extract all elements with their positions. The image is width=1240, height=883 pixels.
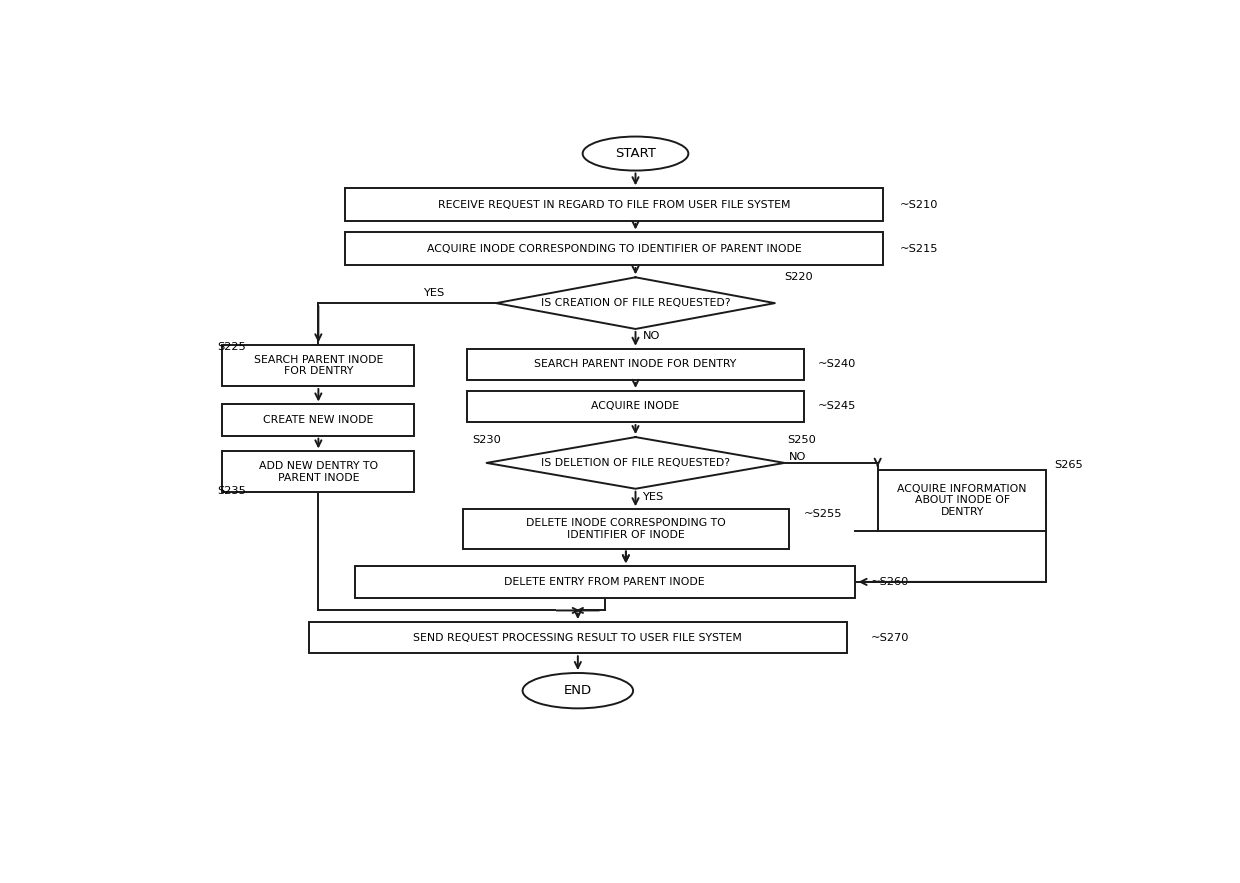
Text: IS DELETION OF FILE REQUESTED?: IS DELETION OF FILE REQUESTED? bbox=[541, 458, 730, 468]
Text: ADD NEW DENTRY TO
PARENT INODE: ADD NEW DENTRY TO PARENT INODE bbox=[259, 461, 378, 482]
FancyBboxPatch shape bbox=[309, 622, 847, 653]
Text: DELETE ENTRY FROM PARENT INODE: DELETE ENTRY FROM PARENT INODE bbox=[505, 577, 706, 587]
Text: S235: S235 bbox=[217, 486, 247, 495]
FancyBboxPatch shape bbox=[345, 232, 883, 265]
Text: S220: S220 bbox=[785, 272, 813, 283]
Polygon shape bbox=[486, 437, 785, 489]
Text: SEARCH PARENT INODE
FOR DENTRY: SEARCH PARENT INODE FOR DENTRY bbox=[254, 355, 383, 376]
FancyBboxPatch shape bbox=[463, 509, 789, 548]
FancyBboxPatch shape bbox=[222, 345, 414, 386]
Text: ACQUIRE INODE: ACQUIRE INODE bbox=[591, 402, 680, 411]
Text: START: START bbox=[615, 147, 656, 160]
Text: ~S255: ~S255 bbox=[804, 509, 842, 519]
Text: ~S210: ~S210 bbox=[900, 200, 939, 209]
Text: YES: YES bbox=[423, 288, 444, 298]
Text: ~S240: ~S240 bbox=[818, 359, 857, 369]
Text: SEND REQUEST PROCESSING RESULT TO USER FILE SYSTEM: SEND REQUEST PROCESSING RESULT TO USER F… bbox=[413, 632, 743, 643]
Text: S265: S265 bbox=[1054, 460, 1084, 470]
Polygon shape bbox=[496, 277, 775, 329]
Text: DELETE INODE CORRESPONDING TO
IDENTIFIER OF INODE: DELETE INODE CORRESPONDING TO IDENTIFIER… bbox=[526, 518, 725, 540]
FancyBboxPatch shape bbox=[878, 470, 1047, 531]
Text: NO: NO bbox=[789, 452, 807, 463]
Text: S250: S250 bbox=[787, 435, 816, 446]
Ellipse shape bbox=[522, 673, 634, 708]
FancyBboxPatch shape bbox=[467, 391, 804, 422]
Ellipse shape bbox=[583, 137, 688, 170]
Text: RECEIVE REQUEST IN REGARD TO FILE FROM USER FILE SYSTEM: RECEIVE REQUEST IN REGARD TO FILE FROM U… bbox=[438, 200, 791, 209]
Text: S225: S225 bbox=[217, 343, 247, 352]
Text: ~S260: ~S260 bbox=[870, 577, 909, 587]
Text: END: END bbox=[564, 684, 591, 698]
Text: YES: YES bbox=[642, 492, 663, 502]
Text: SEARCH PARENT INODE FOR DENTRY: SEARCH PARENT INODE FOR DENTRY bbox=[534, 359, 737, 369]
Text: ~S245: ~S245 bbox=[818, 402, 857, 411]
Text: CREATE NEW INODE: CREATE NEW INODE bbox=[263, 415, 373, 425]
FancyBboxPatch shape bbox=[355, 566, 854, 598]
FancyBboxPatch shape bbox=[467, 349, 804, 380]
FancyBboxPatch shape bbox=[222, 404, 414, 435]
Text: S230: S230 bbox=[472, 435, 501, 446]
Text: ~S270: ~S270 bbox=[870, 632, 909, 643]
Text: NO: NO bbox=[644, 331, 661, 341]
Text: IS CREATION OF FILE REQUESTED?: IS CREATION OF FILE REQUESTED? bbox=[541, 298, 730, 308]
Text: ACQUIRE INODE CORRESPONDING TO IDENTIFIER OF PARENT INODE: ACQUIRE INODE CORRESPONDING TO IDENTIFIE… bbox=[427, 244, 802, 253]
FancyBboxPatch shape bbox=[345, 188, 883, 221]
Text: ACQUIRE INFORMATION
ABOUT INODE OF
DENTRY: ACQUIRE INFORMATION ABOUT INODE OF DENTR… bbox=[898, 484, 1027, 517]
Text: ~S215: ~S215 bbox=[900, 244, 939, 253]
FancyBboxPatch shape bbox=[222, 451, 414, 492]
